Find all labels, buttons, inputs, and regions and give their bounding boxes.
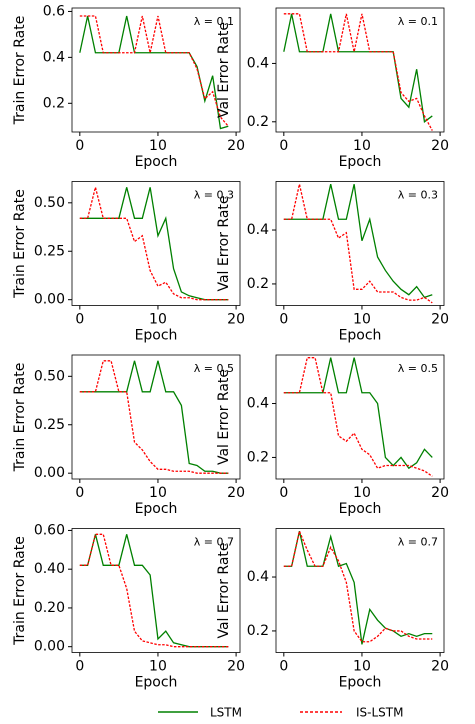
y-tick-label: 0.2 [247, 276, 269, 292]
y-axis-label: Val Error Rate [216, 22, 232, 118]
y-tick-label: 0.2 [247, 623, 269, 639]
y-tick-label: 0.4 [247, 396, 269, 412]
y-tick-label: 0.00 [34, 465, 65, 481]
series-line [283, 13, 433, 123]
y-tick-label: 0.4 [247, 569, 269, 585]
y-axis-label: Train Error Rate [12, 363, 28, 473]
series-line [283, 13, 433, 131]
annotation: λ = 0.3 [194, 189, 234, 202]
x-tick-label: 20 [431, 485, 449, 501]
series-line [79, 15, 229, 130]
y-tick-label: 0.2 [247, 114, 269, 130]
annotation: λ = 0.7 [398, 536, 438, 549]
series-line [79, 187, 229, 301]
x-axis-label: Epoch [339, 501, 382, 517]
plot-frame [275, 354, 445, 480]
legend-label: IS-LSTM [356, 706, 403, 720]
y-axis-label: Val Error Rate [216, 369, 232, 465]
annotation: λ = 0.3 [398, 189, 438, 202]
annotation: λ = 0.1 [398, 15, 438, 28]
x-tick-label: 20 [227, 659, 245, 675]
y-axis-label: Train Error Rate [12, 189, 28, 299]
x-tick-label: 20 [431, 138, 449, 154]
series-line [283, 529, 433, 643]
x-tick-label: 0 [279, 138, 288, 154]
x-axis-label: Epoch [135, 154, 178, 170]
y-tick-label: 0.50 [34, 368, 65, 384]
x-tick-label: 20 [227, 312, 245, 328]
series-line [79, 533, 229, 648]
x-tick-label: 0 [75, 312, 84, 328]
y-tick-label: 0.2 [43, 95, 65, 111]
plot-frame [275, 7, 445, 133]
y-axis-label: Val Error Rate [216, 542, 232, 638]
x-tick-label: 20 [431, 659, 449, 675]
plot-frame [71, 7, 241, 133]
x-tick-label: 10 [149, 312, 167, 328]
y-tick-label: 0.2 [247, 449, 269, 465]
x-tick-label: 10 [353, 138, 371, 154]
x-tick-label: 20 [227, 485, 245, 501]
plot-frame [71, 354, 241, 480]
x-tick-label: 0 [279, 659, 288, 675]
x-tick-label: 10 [353, 659, 371, 675]
x-tick-label: 0 [279, 485, 288, 501]
series-line [79, 360, 229, 474]
series-line [79, 360, 229, 474]
y-tick-label: 0.4 [247, 55, 269, 71]
series-line [283, 184, 433, 304]
y-tick-label: 0.60 [34, 522, 65, 538]
y-tick-label: 0.40 [34, 561, 65, 577]
y-tick-label: 0.4 [43, 49, 65, 65]
annotation: λ = 0.5 [398, 362, 438, 375]
y-axis-label: Train Error Rate [12, 16, 28, 126]
series-line [283, 357, 433, 470]
y-tick-label: 0.20 [34, 600, 65, 616]
x-tick-label: 10 [149, 138, 167, 154]
x-tick-label: 0 [75, 138, 84, 154]
series-line [79, 15, 229, 127]
x-tick-label: 10 [149, 485, 167, 501]
y-tick-label: 0.25 [34, 243, 65, 259]
y-tick-label: 0.6 [43, 3, 65, 19]
annotation: λ = 0.7 [194, 536, 234, 549]
x-tick-label: 10 [353, 485, 371, 501]
plot-frame [71, 528, 241, 653]
series-line [79, 187, 229, 301]
x-axis-label: Epoch [135, 328, 178, 344]
plot-frame [71, 181, 241, 306]
x-tick-label: 10 [149, 659, 167, 675]
y-tick-label: 0.25 [34, 417, 65, 433]
legend-label: LSTM [210, 706, 242, 720]
x-axis-label: Epoch [339, 154, 382, 170]
x-axis-label: Epoch [135, 501, 178, 517]
annotation: λ = 0.5 [194, 362, 234, 375]
x-tick-label: 10 [353, 312, 371, 328]
x-tick-label: 20 [431, 312, 449, 328]
y-tick-label: 0.00 [34, 639, 65, 655]
y-tick-label: 0.50 [34, 195, 65, 211]
annotation: λ = 0.1 [194, 15, 234, 28]
x-tick-label: 20 [227, 138, 245, 154]
x-axis-label: Epoch [339, 675, 382, 691]
series-line [283, 357, 433, 477]
x-axis-label: Epoch [339, 328, 382, 344]
x-tick-label: 0 [75, 659, 84, 675]
y-axis-label: Val Error Rate [216, 195, 232, 291]
y-tick-label: 0.00 [34, 292, 65, 308]
plot-frame [275, 181, 445, 306]
y-tick-label: 0.4 [247, 222, 269, 238]
series-line [79, 534, 229, 648]
x-tick-label: 0 [279, 312, 288, 328]
y-axis-label: Train Error Rate [12, 536, 28, 646]
series-line [283, 531, 433, 645]
x-tick-label: 0 [75, 485, 84, 501]
x-axis-label: Epoch [135, 675, 178, 691]
plot-frame [275, 528, 445, 653]
